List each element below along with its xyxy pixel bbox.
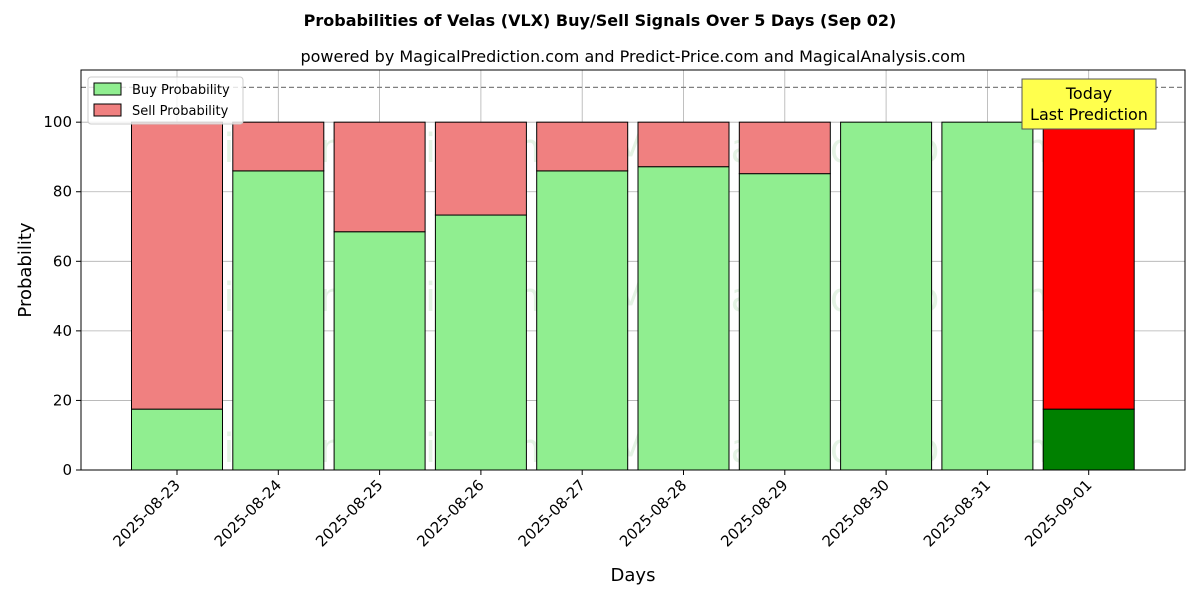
y-tick-label: 40 <box>53 322 72 340</box>
x-axis-label: Days <box>611 565 656 586</box>
annotation-line-1: Today <box>1065 84 1112 103</box>
x-tick-label: 2025-08-26 <box>413 476 487 550</box>
bar-buy <box>840 121 933 471</box>
y-tick-label: 20 <box>53 391 72 409</box>
y-tick-label: 80 <box>53 183 72 201</box>
x-tick-label: 2025-08-25 <box>312 476 386 550</box>
bar-buy <box>941 121 1034 471</box>
bar-sell <box>536 121 629 172</box>
x-tick-label: 2025-08-30 <box>819 476 893 550</box>
x-tick-label: 2025-08-29 <box>717 476 791 550</box>
bar-buy <box>738 173 831 471</box>
today-annotation: Today Last Prediction <box>1021 78 1157 130</box>
bar-sell <box>333 121 426 233</box>
legend-label-buy: Buy Probability <box>132 83 230 98</box>
annotation-box <box>1021 78 1157 130</box>
chart-subtitle: powered by MagicalPrediction.com and Pre… <box>300 47 965 66</box>
x-tick-label: 2025-09-01 <box>1021 476 1095 550</box>
bar-sell <box>131 121 223 410</box>
x-tick-label: 2025-08-27 <box>515 476 589 550</box>
bar-sell <box>232 121 325 172</box>
bar-sell <box>738 121 831 175</box>
bar-sell <box>1042 121 1135 410</box>
x-axis: 2025-08-23 2025-08-24 2025-08-25 2025-08-26… <box>109 470 1096 550</box>
legend-swatch-sell <box>93 103 122 117</box>
y-tick-label: 0 <box>62 461 72 479</box>
legend: Buy Probability Sell Probability <box>87 76 244 125</box>
bar-buy <box>536 170 629 471</box>
bar-buy <box>232 170 325 471</box>
y-axis: 0 20 40 60 80 100 <box>43 113 81 479</box>
x-tick-label: 2025-08-28 <box>616 476 690 550</box>
y-tick-label: 60 <box>53 252 72 270</box>
x-tick-label: 2025-08-31 <box>920 476 994 550</box>
bar-sell <box>434 121 527 216</box>
x-tick-label: 2025-08-24 <box>211 476 285 550</box>
x-tick-label: 2025-08-23 <box>109 476 183 550</box>
chart-title: Probabilities of Velas (VLX) Buy/Sell Si… <box>304 11 897 30</box>
legend-box <box>87 76 244 125</box>
bar-buy <box>1042 408 1135 471</box>
bar-buy <box>637 166 730 471</box>
plot-frame <box>80 69 1186 471</box>
y-axis-label: Probability <box>15 222 36 317</box>
bars <box>131 121 1135 471</box>
bar-sell <box>637 121 730 168</box>
bar-buy <box>131 408 223 471</box>
bar-buy <box>333 231 426 471</box>
legend-swatch-buy <box>93 82 122 96</box>
legend-label-sell: Sell Probability <box>132 104 229 119</box>
bar-buy <box>434 214 527 471</box>
y-tick-label: 100 <box>43 113 72 131</box>
annotation-line-2: Last Prediction <box>1030 105 1148 124</box>
